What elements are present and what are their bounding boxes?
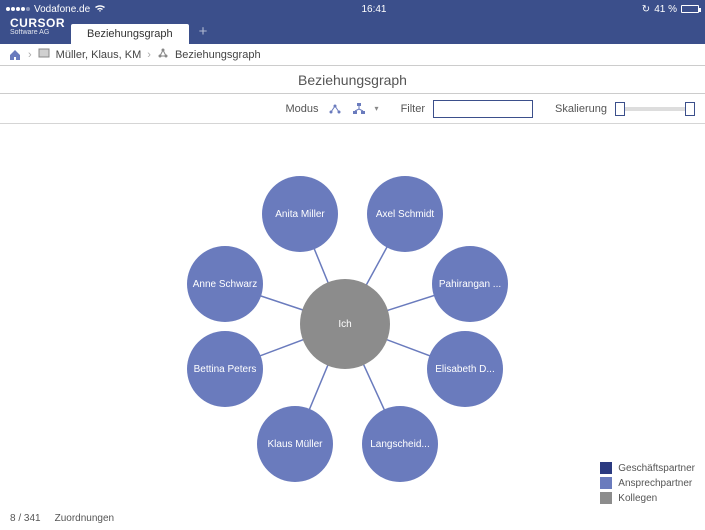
modus-radial-icon[interactable] xyxy=(327,101,343,117)
legend: Geschäftspartner Ansprechpartner Kollegen xyxy=(600,459,695,504)
graph-node[interactable]: Pahirangan ... xyxy=(432,246,508,322)
graph-canvas[interactable]: GeschäftspartnerAnsprechpartnerKollegen … xyxy=(0,124,705,514)
app-bar: CURSOR Software AG Beziehungsgraph + xyxy=(0,18,705,44)
graph-node[interactable]: Bettina Peters xyxy=(187,331,263,407)
graph-center-node[interactable]: Ich xyxy=(300,279,390,369)
graph-node[interactable]: Elisabeth D... xyxy=(427,331,503,407)
toolbar: Modus ▾ Filter Skalierung xyxy=(0,94,705,124)
legend-swatch xyxy=(600,462,612,474)
legend-swatch xyxy=(600,492,612,504)
battery-percent: 41 % xyxy=(654,4,677,15)
new-tab-button[interactable]: + xyxy=(189,23,218,44)
page-title: Beziehungsgraph xyxy=(0,66,705,94)
app-logo: CURSOR Software AG xyxy=(4,16,71,44)
scale-slider[interactable] xyxy=(615,103,695,115)
legend-label: Ansprechpartner xyxy=(618,478,692,489)
breadcrumb-entity[interactable]: Müller, Klaus, KM xyxy=(56,49,142,61)
clock: 16:41 xyxy=(361,4,386,15)
tab-beziehungsgraph[interactable]: Beziehungsgraph xyxy=(71,24,189,44)
battery-icon xyxy=(681,5,699,13)
footer: 8 / 341 Zuordnungen xyxy=(10,513,114,524)
signal-dots-icon xyxy=(6,7,30,11)
modus-dropdown-icon[interactable]: ▾ xyxy=(375,104,379,113)
wifi-icon xyxy=(94,3,106,16)
skalierung-label: Skalierung xyxy=(555,103,607,115)
graph-node[interactable]: Anita Miller xyxy=(262,176,338,252)
record-counter: 8 / 341 xyxy=(10,513,41,524)
status-bar: Vodafone.de 16:41 ↻ 41 % xyxy=(0,0,705,18)
graph-node[interactable]: Anne Schwarz xyxy=(187,246,263,322)
legend-item: Geschäftspartner xyxy=(600,462,695,474)
legend-label: Geschäftspartner xyxy=(618,463,695,474)
carrier-label: Vodafone.de xyxy=(34,4,90,15)
graph-node[interactable]: Klaus Müller xyxy=(257,406,333,482)
modus-tree-icon[interactable] xyxy=(351,101,367,117)
filter-label: Filter xyxy=(401,103,425,115)
graph-node[interactable]: Axel Schmidt xyxy=(367,176,443,252)
breadcrumb-current: Beziehungsgraph xyxy=(175,49,261,61)
graph-node[interactable]: Langscheid... xyxy=(362,406,438,482)
entity-icon xyxy=(38,47,50,62)
modus-label: Modus xyxy=(286,103,319,115)
legend-swatch xyxy=(600,477,612,489)
graph-icon xyxy=(157,47,169,62)
filter-input[interactable] xyxy=(433,100,533,118)
legend-item: Ansprechpartner xyxy=(600,477,695,489)
home-icon[interactable] xyxy=(8,48,22,62)
orientation-lock-icon: ↻ xyxy=(642,4,650,15)
legend-item: Kollegen xyxy=(600,492,695,504)
footer-label: Zuordnungen xyxy=(55,513,115,524)
breadcrumb: › Müller, Klaus, KM › Beziehungsgraph xyxy=(0,44,705,66)
legend-label: Kollegen xyxy=(618,493,657,504)
